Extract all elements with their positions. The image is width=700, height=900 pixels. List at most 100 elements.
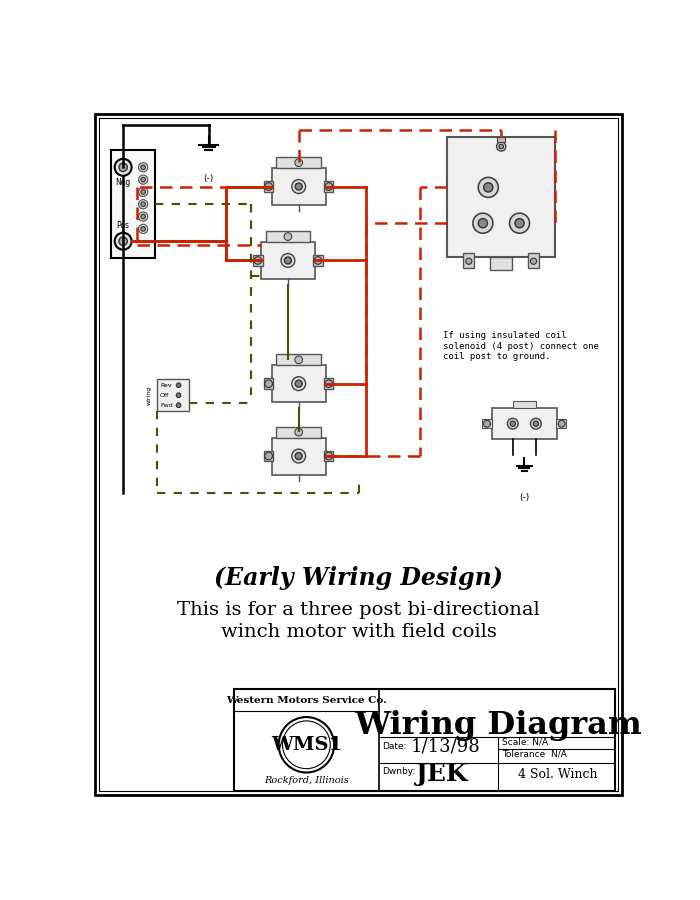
Bar — [272, 168, 326, 205]
Circle shape — [265, 380, 272, 388]
Circle shape — [533, 421, 538, 427]
Bar — [264, 378, 273, 389]
Circle shape — [141, 177, 146, 182]
Circle shape — [515, 219, 524, 228]
Bar — [276, 355, 321, 365]
Bar — [463, 253, 475, 268]
Bar — [234, 689, 615, 791]
Bar — [264, 181, 273, 192]
Text: Rev: Rev — [160, 382, 172, 388]
Circle shape — [325, 452, 332, 460]
Circle shape — [508, 418, 518, 429]
Circle shape — [292, 180, 306, 194]
Circle shape — [281, 254, 295, 267]
Circle shape — [510, 213, 529, 233]
Text: winch motor with field coils: winch motor with field coils — [220, 623, 497, 641]
Circle shape — [265, 452, 272, 460]
Text: This is for a three post bi-directional: This is for a three post bi-directional — [177, 601, 540, 619]
Circle shape — [295, 428, 302, 436]
Bar — [261, 242, 315, 279]
Circle shape — [283, 721, 330, 769]
Text: Dwnby:: Dwnby: — [383, 767, 416, 776]
Circle shape — [141, 165, 146, 169]
Circle shape — [139, 187, 148, 196]
Circle shape — [265, 183, 272, 191]
Circle shape — [119, 163, 127, 172]
Bar — [111, 150, 155, 258]
Text: Date:: Date: — [383, 742, 407, 751]
Text: Pos: Pos — [117, 221, 130, 230]
Circle shape — [531, 258, 537, 265]
Circle shape — [473, 213, 493, 233]
Circle shape — [176, 403, 181, 408]
Circle shape — [466, 258, 472, 265]
Circle shape — [284, 233, 292, 240]
Circle shape — [510, 421, 515, 427]
Circle shape — [295, 158, 302, 166]
Text: Off: Off — [160, 392, 169, 398]
Circle shape — [141, 202, 146, 207]
Text: (-): (-) — [519, 493, 529, 502]
Text: wiring: wiring — [147, 385, 152, 405]
Bar — [497, 138, 505, 142]
Bar — [512, 400, 536, 409]
Circle shape — [478, 219, 487, 228]
Bar — [324, 181, 333, 192]
Text: 1/13/98: 1/13/98 — [411, 737, 481, 755]
Bar — [157, 379, 189, 411]
Circle shape — [254, 256, 262, 265]
Circle shape — [295, 356, 302, 364]
Circle shape — [496, 142, 506, 151]
Bar — [324, 378, 333, 389]
Circle shape — [119, 237, 127, 246]
Text: Wiring Diagram: Wiring Diagram — [354, 710, 642, 741]
Bar — [447, 138, 555, 256]
Text: Neg: Neg — [116, 178, 131, 187]
Circle shape — [499, 144, 503, 148]
Bar — [276, 158, 321, 168]
Circle shape — [141, 227, 146, 231]
Bar — [276, 427, 321, 437]
Circle shape — [295, 183, 302, 190]
Circle shape — [314, 256, 322, 265]
Bar — [556, 419, 566, 428]
Text: Tolerance  N/A: Tolerance N/A — [502, 750, 567, 759]
Bar — [272, 437, 326, 474]
Text: If using insulated coil
solenoid (4 post) connect one
coil post to ground.: If using insulated coil solenoid (4 post… — [444, 331, 599, 361]
Circle shape — [139, 200, 148, 209]
Circle shape — [279, 717, 334, 772]
Circle shape — [295, 380, 302, 387]
Bar — [324, 451, 333, 462]
Bar — [491, 409, 557, 439]
Circle shape — [478, 177, 498, 197]
Text: Rockford, Illinois: Rockford, Illinois — [264, 776, 349, 785]
Circle shape — [176, 382, 181, 388]
Circle shape — [295, 453, 302, 460]
Circle shape — [115, 233, 132, 249]
Circle shape — [139, 224, 148, 233]
Bar — [482, 419, 492, 428]
Text: 4 Sol. Winch: 4 Sol. Winch — [519, 768, 598, 780]
Circle shape — [139, 212, 148, 221]
Bar — [265, 231, 310, 242]
Text: (-): (-) — [204, 175, 214, 184]
Text: WMS1: WMS1 — [271, 736, 342, 754]
Circle shape — [115, 158, 132, 176]
Circle shape — [292, 377, 306, 391]
Bar — [491, 256, 512, 271]
Bar — [264, 451, 273, 462]
Circle shape — [141, 214, 146, 219]
Circle shape — [139, 163, 148, 172]
Circle shape — [484, 420, 491, 427]
Text: (Early Wiring Design): (Early Wiring Design) — [214, 566, 503, 590]
Bar — [314, 255, 323, 266]
Circle shape — [325, 183, 332, 191]
Circle shape — [292, 449, 306, 463]
Text: Western Motors Service Co.: Western Motors Service Co. — [226, 696, 387, 705]
Circle shape — [176, 393, 181, 398]
Circle shape — [284, 257, 291, 264]
Text: Fwd: Fwd — [160, 402, 173, 408]
Bar — [253, 255, 262, 266]
Text: JEK: JEK — [416, 762, 468, 786]
Bar — [272, 365, 326, 402]
